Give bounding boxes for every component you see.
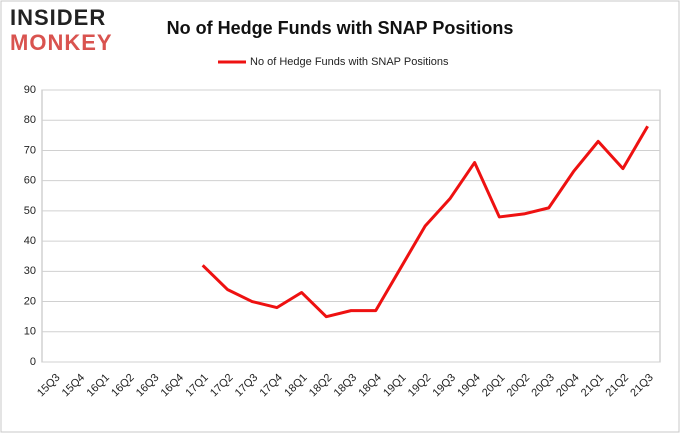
y-tick-label: 70 — [24, 144, 36, 156]
logo-line1: INSIDER — [10, 5, 106, 30]
y-tick-label: 0 — [30, 356, 36, 368]
y-tick-label: 20 — [24, 295, 36, 307]
y-tick-label: 80 — [24, 114, 36, 126]
y-tick-label: 30 — [24, 265, 36, 277]
data-line — [201, 125, 649, 319]
chart-title: No of Hedge Funds with SNAP Positions — [167, 18, 514, 38]
y-tick-label: 40 — [24, 235, 36, 247]
y-tick-label: 60 — [24, 175, 36, 187]
y-tick-label: 10 — [24, 326, 36, 338]
y-tick-label: 90 — [24, 84, 36, 96]
logo-line2: MONKEY — [10, 30, 113, 55]
legend-label: No of Hedge Funds with SNAP Positions — [250, 56, 449, 68]
y-tick-label: 50 — [24, 205, 36, 217]
